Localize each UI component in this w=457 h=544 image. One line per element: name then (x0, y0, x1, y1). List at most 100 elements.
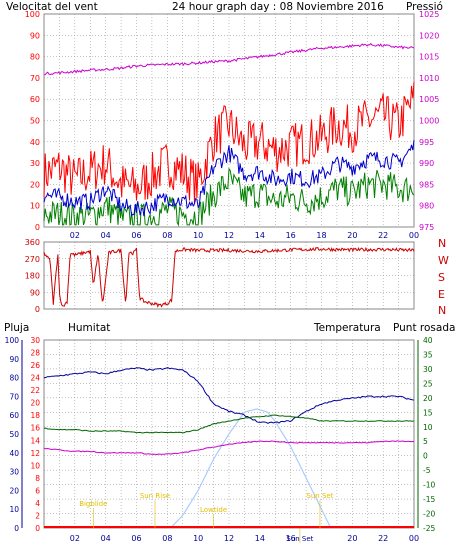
wind-time-tick: 02 (70, 231, 80, 240)
temperature-tick: 5 (423, 437, 428, 446)
temperature-tick: 35 (423, 350, 433, 359)
rain-tick: 0 (35, 524, 40, 533)
rain-tick: 24 (30, 374, 40, 383)
wind-time-tick: 08 (162, 231, 172, 240)
compass-label: N (438, 304, 446, 317)
annotation-label: Sun Set (306, 492, 333, 500)
rain-tick: 12 (30, 449, 40, 458)
climate-time-tick: 14 (255, 534, 265, 543)
solar-curve (169, 408, 332, 529)
wind-direction-series (43, 246, 415, 308)
wind-speed-axis: 0 10 20 30 40 50 60 70 80 90 100 (25, 10, 40, 232)
rain-tick: 22 (30, 386, 40, 395)
dewpoint-series (43, 440, 415, 456)
pressure-tick: 995 (419, 138, 434, 147)
annotation-label: Sun Rise (140, 492, 170, 500)
wind-low-series (43, 167, 415, 227)
compass-label: E (438, 288, 445, 301)
wind-speed-tick: 80 (30, 53, 40, 62)
wind-time-tick: 12 (224, 231, 234, 240)
humidity-tick: 80 (9, 374, 19, 383)
humidity-tick: 60 (9, 411, 19, 420)
rain-tick: 4 (35, 499, 40, 508)
humidity-tick: 50 (9, 430, 19, 439)
climate-time-tick: 22 (378, 534, 388, 543)
wind-time-tick: 04 (101, 231, 111, 240)
pressure-tick: 990 (419, 159, 434, 168)
temperature-tick: -5 (423, 466, 431, 475)
annotation-label: Lowtide (200, 506, 227, 514)
rain-tick: 20 (30, 399, 40, 408)
wind-time-tick: 22 (378, 231, 388, 240)
wind-time-tick: 18 (316, 231, 326, 240)
wind-series (43, 42, 415, 227)
direction-tick: 0 (35, 305, 40, 314)
compass-label: N (438, 237, 446, 250)
wind-speed-tick: 100 (25, 10, 40, 19)
climate-time-tick: 08 (162, 534, 172, 543)
wind-speed-tick: 30 (30, 159, 40, 168)
wind-speed-tick: 70 (30, 74, 40, 83)
direction-tick: 360 (25, 238, 40, 247)
pressure-tick: 985 (419, 180, 434, 189)
compass-label: W (438, 254, 449, 267)
compass-label: S (438, 271, 445, 284)
pressure-tick: 1010 (419, 74, 439, 83)
temperature-series (43, 414, 415, 434)
humidity-tick: 20 (9, 486, 19, 495)
rain-tick: 10 (30, 461, 40, 470)
climate-time-axis: 02 04 06 08 10 12 14 16 20 22 00 (70, 534, 419, 543)
temperature-tick: 40 (423, 336, 433, 345)
graph-day-title: 24 hour graph day : 08 Noviembre 2016 (172, 1, 384, 13)
pressure-series (43, 42, 415, 76)
rain-tick: 26 (30, 361, 40, 370)
legend-humidity: Humitat (68, 322, 110, 334)
pressure-axis: 975 980 985 990 995 1000 1005 1010 1015 1020 1025 (419, 10, 439, 232)
climate-time-tick: 02 (70, 534, 80, 543)
wind-time-tick: 14 (255, 231, 265, 240)
temperature-tick: 20 (423, 394, 433, 403)
humidity-tick: 10 (9, 505, 19, 514)
direction-tick: 180 (25, 272, 40, 281)
humidity-tick: 100 (5, 336, 20, 345)
temperature-tick: 0 (423, 452, 428, 461)
temperature-tick: 25 (423, 379, 433, 388)
temperature-axis: -25 -20 -15 -10 -5 0 5 10 15 20 25 30 35 40 (417, 336, 435, 533)
rain-tick: 16 (30, 424, 40, 433)
wind-speed-title: Velocitat del vent (6, 1, 98, 13)
temperature-tick: 10 (423, 423, 433, 432)
wind-speed-tick: 90 (30, 31, 40, 40)
wind-time-tick: 06 (131, 231, 141, 240)
pressure-tick: 975 (419, 223, 434, 232)
humidity-series (43, 367, 415, 424)
pressure-tick: 1015 (419, 53, 439, 62)
wind-speed-tick: 0 (35, 223, 40, 232)
wind-speed-tick: 10 (30, 202, 40, 211)
rain-tick: 28 (30, 349, 40, 358)
wind-speed-tick: 40 (30, 138, 40, 147)
pressure-tick: 1000 (419, 117, 439, 126)
temperature-tick: 15 (423, 408, 433, 417)
rain-tick: 18 (30, 411, 40, 420)
wind-time-tick: 16 (286, 231, 296, 240)
climate-time-tick: 16 (286, 534, 296, 543)
wind-speed-tick: 20 (30, 180, 40, 189)
humidity-tick: 70 (9, 392, 19, 401)
wind-time-tick: 10 (193, 231, 203, 240)
legend-dewpoint: Punt rosada (393, 322, 455, 334)
climate-time-tick: 06 (131, 534, 141, 543)
wind-speed-tick: 60 (30, 95, 40, 104)
direction-tick: 270 (25, 255, 40, 264)
humidity-tick: 0 (14, 524, 19, 533)
pressure-tick: 980 (419, 202, 434, 211)
legend-temperature: Temperatura (313, 322, 381, 334)
annotation-label: Sun Set (286, 535, 313, 543)
rain-tick: 14 (30, 436, 40, 445)
humidity-tick: 40 (9, 449, 19, 458)
climate-time-tick: 04 (101, 534, 111, 543)
rain-tick: 30 (30, 336, 40, 345)
rain-tick: 2 (35, 511, 40, 520)
